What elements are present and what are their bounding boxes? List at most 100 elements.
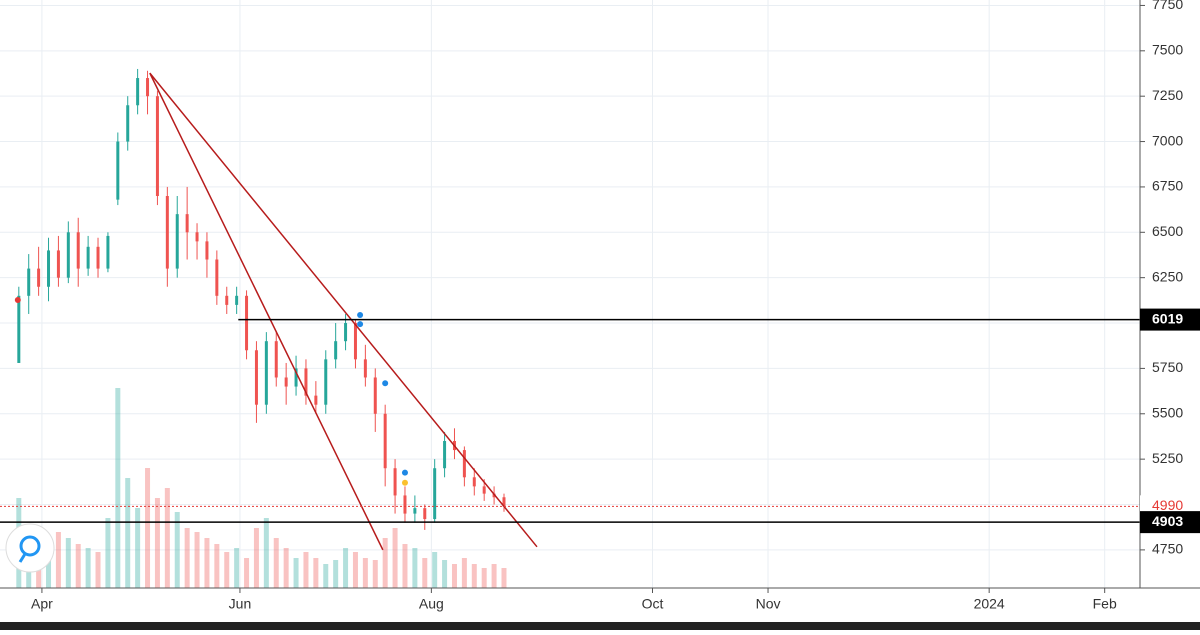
candle-body [245, 295, 249, 351]
y-tick-label: 7250 [1152, 87, 1183, 103]
logo [5, 523, 55, 573]
candle-body [373, 377, 377, 414]
volume-bar [481, 568, 487, 588]
volume-bar [55, 532, 61, 588]
candle-body [185, 214, 189, 233]
candle-body [443, 441, 447, 469]
candle-body [403, 495, 407, 514]
candle-body [383, 413, 387, 469]
candle-body [482, 486, 486, 494]
volume-bar [46, 548, 52, 588]
volume-bar [461, 558, 467, 588]
candle-body [413, 508, 417, 514]
candle-body [423, 508, 427, 520]
candle-body [106, 235, 110, 269]
y-tick-label: 5750 [1152, 359, 1183, 375]
candle-body [47, 250, 51, 287]
y-tick-label: 5500 [1152, 404, 1183, 420]
x-tick-label: Apr [31, 596, 53, 612]
volume-bar [422, 558, 428, 588]
grid [0, 0, 1140, 588]
volume-bar [154, 498, 160, 588]
hline-label: 4903 [1152, 513, 1183, 529]
candle-body [324, 359, 328, 405]
volume-bar [263, 518, 269, 588]
trendline [149, 72, 384, 551]
candle-body [215, 259, 219, 296]
candle-body [165, 196, 169, 269]
hline-label-box [1140, 308, 1200, 331]
volume-bar [333, 560, 339, 588]
price-label: 4990 [1152, 497, 1183, 513]
volume-bar [303, 552, 309, 588]
volume-bar [343, 548, 349, 588]
volume-bar [125, 478, 131, 588]
candle-body [274, 341, 278, 378]
trendline [149, 72, 538, 548]
candle-body [284, 377, 288, 387]
marker [14, 296, 21, 303]
volume-bar [382, 538, 388, 588]
volume-bar [392, 528, 398, 588]
candle-body [86, 246, 90, 269]
bottom-bar [0, 622, 1200, 630]
logo-mark [18, 553, 27, 563]
y-tick-label: 4750 [1152, 541, 1183, 557]
candle-body [353, 323, 357, 360]
y-tick-label: 5250 [1152, 450, 1183, 466]
volume-bar [313, 558, 319, 588]
y-tick-label: 7750 [1152, 0, 1183, 12]
logo-circle [5, 523, 55, 573]
volume-bar [273, 538, 279, 588]
volume-bar [214, 544, 220, 588]
volume-bar [224, 552, 230, 588]
volume-bar [352, 552, 358, 588]
candle-body [304, 368, 308, 396]
y-tick-label: 7000 [1152, 132, 1183, 148]
candle-body [195, 232, 199, 242]
candle-body [205, 241, 209, 260]
candle-body [264, 341, 268, 405]
volume-bar [184, 528, 190, 588]
candle-body [66, 232, 70, 278]
volume-bar [234, 548, 240, 588]
logo-mark [19, 535, 41, 557]
volume-bar [85, 548, 91, 588]
candle-body [472, 477, 476, 487]
volume-bar [105, 518, 111, 588]
x-tick-label: Oct [642, 596, 664, 612]
marker [401, 479, 408, 486]
candle-body [116, 141, 120, 200]
y-tick-label: 7500 [1152, 42, 1183, 58]
axes: 4750500052505500575060006250650067507000… [31, 0, 1200, 612]
volume-bar [293, 558, 299, 588]
candle-body [56, 250, 60, 278]
volume-bar [194, 532, 200, 588]
candle-body [433, 468, 437, 520]
volume-bar [323, 564, 329, 588]
candle-body [225, 295, 229, 305]
volume-bar [442, 560, 448, 588]
volume-bar [65, 538, 71, 588]
marker [357, 312, 364, 319]
candle-body [146, 78, 150, 97]
marker [357, 321, 364, 328]
volume-bar [372, 560, 378, 588]
y-tick-label: 6750 [1152, 178, 1183, 194]
volume-bar [164, 488, 170, 588]
x-tick-label: Feb [1093, 596, 1117, 612]
x-tick-label: Aug [419, 596, 444, 612]
volume-bar [283, 548, 289, 588]
candle-body [235, 295, 239, 305]
x-tick-label: Nov [756, 596, 781, 612]
candle-body [155, 96, 159, 196]
marker [382, 380, 389, 387]
volume-bar [145, 468, 151, 588]
candle-body [96, 246, 100, 269]
y-tick-label: 6500 [1152, 223, 1183, 239]
volume-bar [174, 512, 180, 588]
hline-label: 6019 [1152, 310, 1183, 326]
volume-bar [501, 568, 507, 588]
candle-body [175, 214, 179, 269]
y-tick-label: 6250 [1152, 268, 1183, 284]
